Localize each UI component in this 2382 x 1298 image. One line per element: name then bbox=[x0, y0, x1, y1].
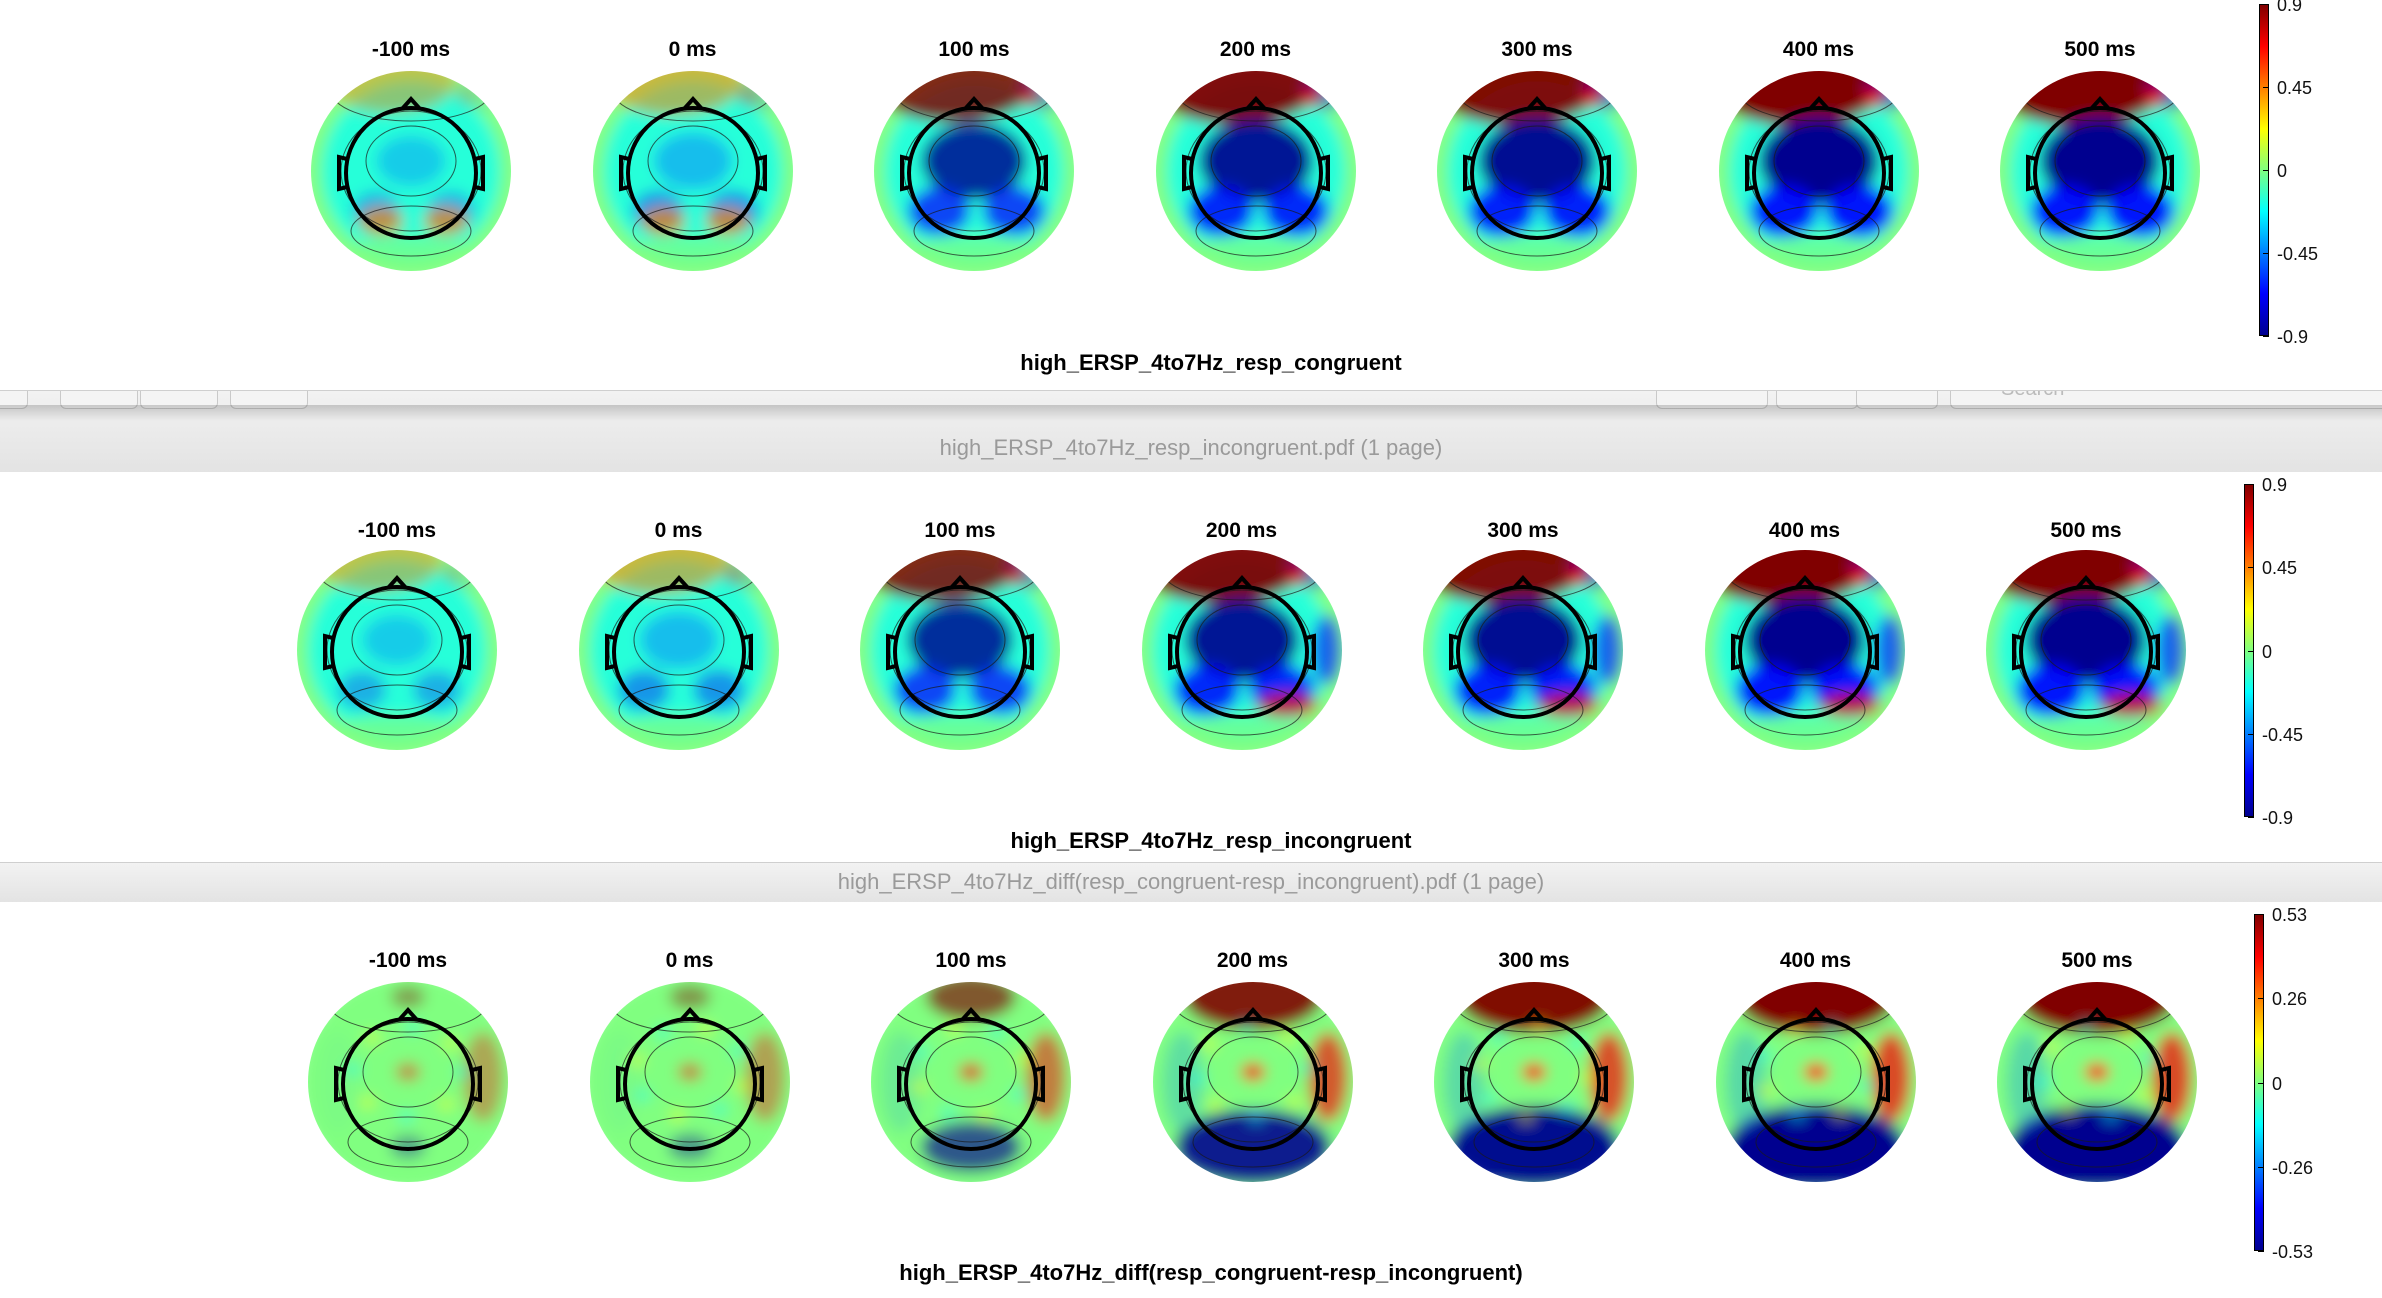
titlebar-shadow bbox=[0, 405, 2382, 421]
topoplot-map bbox=[1152, 982, 1353, 1182]
topoplot-map bbox=[1718, 71, 1919, 271]
colorbar-tick-label: -0.9 bbox=[2262, 327, 2309, 347]
topoplot-map bbox=[578, 550, 779, 750]
topoplot-map bbox=[871, 982, 1071, 1182]
topoplot-map bbox=[1704, 550, 1905, 750]
window-titlebar: Search high_ERSP_4to7Hz_resp_incongruent… bbox=[0, 390, 2382, 474]
topoplot-map bbox=[308, 982, 508, 1182]
time-label: 100 ms bbox=[924, 519, 996, 542]
colorbar-tick-label: -0.53 bbox=[2257, 1242, 2314, 1262]
time-label: 100 ms bbox=[938, 38, 1010, 61]
time-label: 300 ms bbox=[1501, 38, 1573, 61]
time-label: 0 ms bbox=[668, 38, 717, 61]
time-label: 100 ms bbox=[935, 949, 1007, 972]
document-title: high_ERSP_4to7Hz_resp_incongruent.pdf (1… bbox=[939, 435, 1443, 460]
topoplot-map bbox=[1423, 550, 1623, 750]
panel-title: high_ERSP_4to7Hz_diff(resp_congruent-res… bbox=[899, 1260, 1523, 1285]
time-label: 200 ms bbox=[1205, 519, 1278, 542]
time-label: 300 ms bbox=[1487, 519, 1559, 542]
colorbar-tick-label: 0.26 bbox=[2257, 989, 2308, 1010]
colorbar-tick-label: 0.45 bbox=[2262, 78, 2313, 98]
time-label: 500 ms bbox=[2050, 519, 2122, 542]
time-label: 400 ms bbox=[1768, 519, 1841, 542]
topoplot-map bbox=[1997, 982, 2197, 1182]
time-label: 500 ms bbox=[2064, 38, 2136, 61]
colorbar-tick-label: 0 bbox=[2247, 641, 2273, 662]
time-label: 500 ms bbox=[2061, 949, 2133, 972]
panel-title: high_ERSP_4to7Hz_resp_incongruent bbox=[1010, 828, 1412, 853]
colorbar-tick-label: 0 bbox=[2262, 161, 2288, 181]
zoom-out-button[interactable] bbox=[60, 391, 138, 409]
colorbar-tick-label: 0 bbox=[2257, 1073, 2283, 1094]
time-label: 400 ms bbox=[1779, 949, 1852, 972]
search-placeholder: Search bbox=[2001, 391, 2064, 401]
topoplot-map bbox=[1434, 982, 1634, 1182]
topoplot-map bbox=[874, 71, 1074, 271]
time-label: 200 ms bbox=[1219, 38, 1292, 61]
colorbar-tick-label: 0.9 bbox=[2262, 0, 2302, 14]
time-label: 300 ms bbox=[1498, 949, 1570, 972]
topoplot-panel-difference: -100 ms 0 ms 100 ms 200 ms 300 ms 400 ms 500 m… bbox=[0, 902, 2382, 1298]
window-titlebar-2: high_ERSP_4to7Hz_diff(resp_congruent-res… bbox=[0, 862, 2382, 904]
panel-title: high_ERSP_4to7Hz_resp_congruent bbox=[1020, 350, 1402, 375]
topoplot-map bbox=[297, 550, 497, 750]
sidebar-toggle-button[interactable] bbox=[0, 391, 28, 409]
topoplot-panel-congruent: -100 ms 0 ms 100 ms 200 ms 300 ms 400 ms 500 m… bbox=[0, 0, 2382, 390]
time-label: -100 ms bbox=[357, 519, 437, 542]
markup-button[interactable] bbox=[1656, 391, 1768, 409]
time-label: 400 ms bbox=[1782, 38, 1855, 61]
zoom-in-button[interactable] bbox=[140, 391, 218, 409]
colorbar-tick-label: 0.45 bbox=[2247, 558, 2298, 579]
topoplot-map bbox=[2000, 71, 2200, 271]
share-button[interactable] bbox=[230, 391, 308, 409]
topoplot-map bbox=[592, 71, 793, 271]
time-label: 200 ms bbox=[1216, 949, 1289, 972]
topoplot-map bbox=[1155, 71, 1356, 271]
document-title-2: high_ERSP_4to7Hz_diff(resp_congruent-res… bbox=[837, 869, 1545, 894]
topoplot-map bbox=[589, 982, 790, 1182]
time-label: -100 ms bbox=[371, 38, 451, 61]
topoplot-map bbox=[1715, 982, 1916, 1182]
colorbar-tick-label: -0.26 bbox=[2257, 1157, 2314, 1178]
topoplot-map bbox=[1141, 550, 1342, 750]
time-label: 0 ms bbox=[654, 519, 703, 542]
topoplot-map bbox=[1437, 71, 1637, 271]
colorbar-tick-label: -0.45 bbox=[2247, 724, 2304, 745]
colorbar-tick-label: -0.45 bbox=[2262, 244, 2319, 264]
colorbar-tick-label: -0.9 bbox=[2247, 808, 2294, 828]
topoplot-panel-incongruent: -100 ms 0 ms 100 ms 200 ms 300 ms 400 ms 500 m… bbox=[0, 472, 2382, 862]
colorbar-tick-label: 0.53 bbox=[2257, 905, 2308, 925]
time-label: -100 ms bbox=[368, 949, 448, 972]
topoplot-map bbox=[860, 550, 1060, 750]
annotate-button[interactable] bbox=[1856, 391, 1938, 409]
topoplot-map bbox=[311, 71, 511, 271]
colorbar-tick-label: 0.9 bbox=[2247, 475, 2288, 495]
time-label: 0 ms bbox=[665, 949, 714, 972]
search-field[interactable]: Search bbox=[1950, 391, 2382, 409]
topoplot-map bbox=[1986, 550, 2186, 750]
